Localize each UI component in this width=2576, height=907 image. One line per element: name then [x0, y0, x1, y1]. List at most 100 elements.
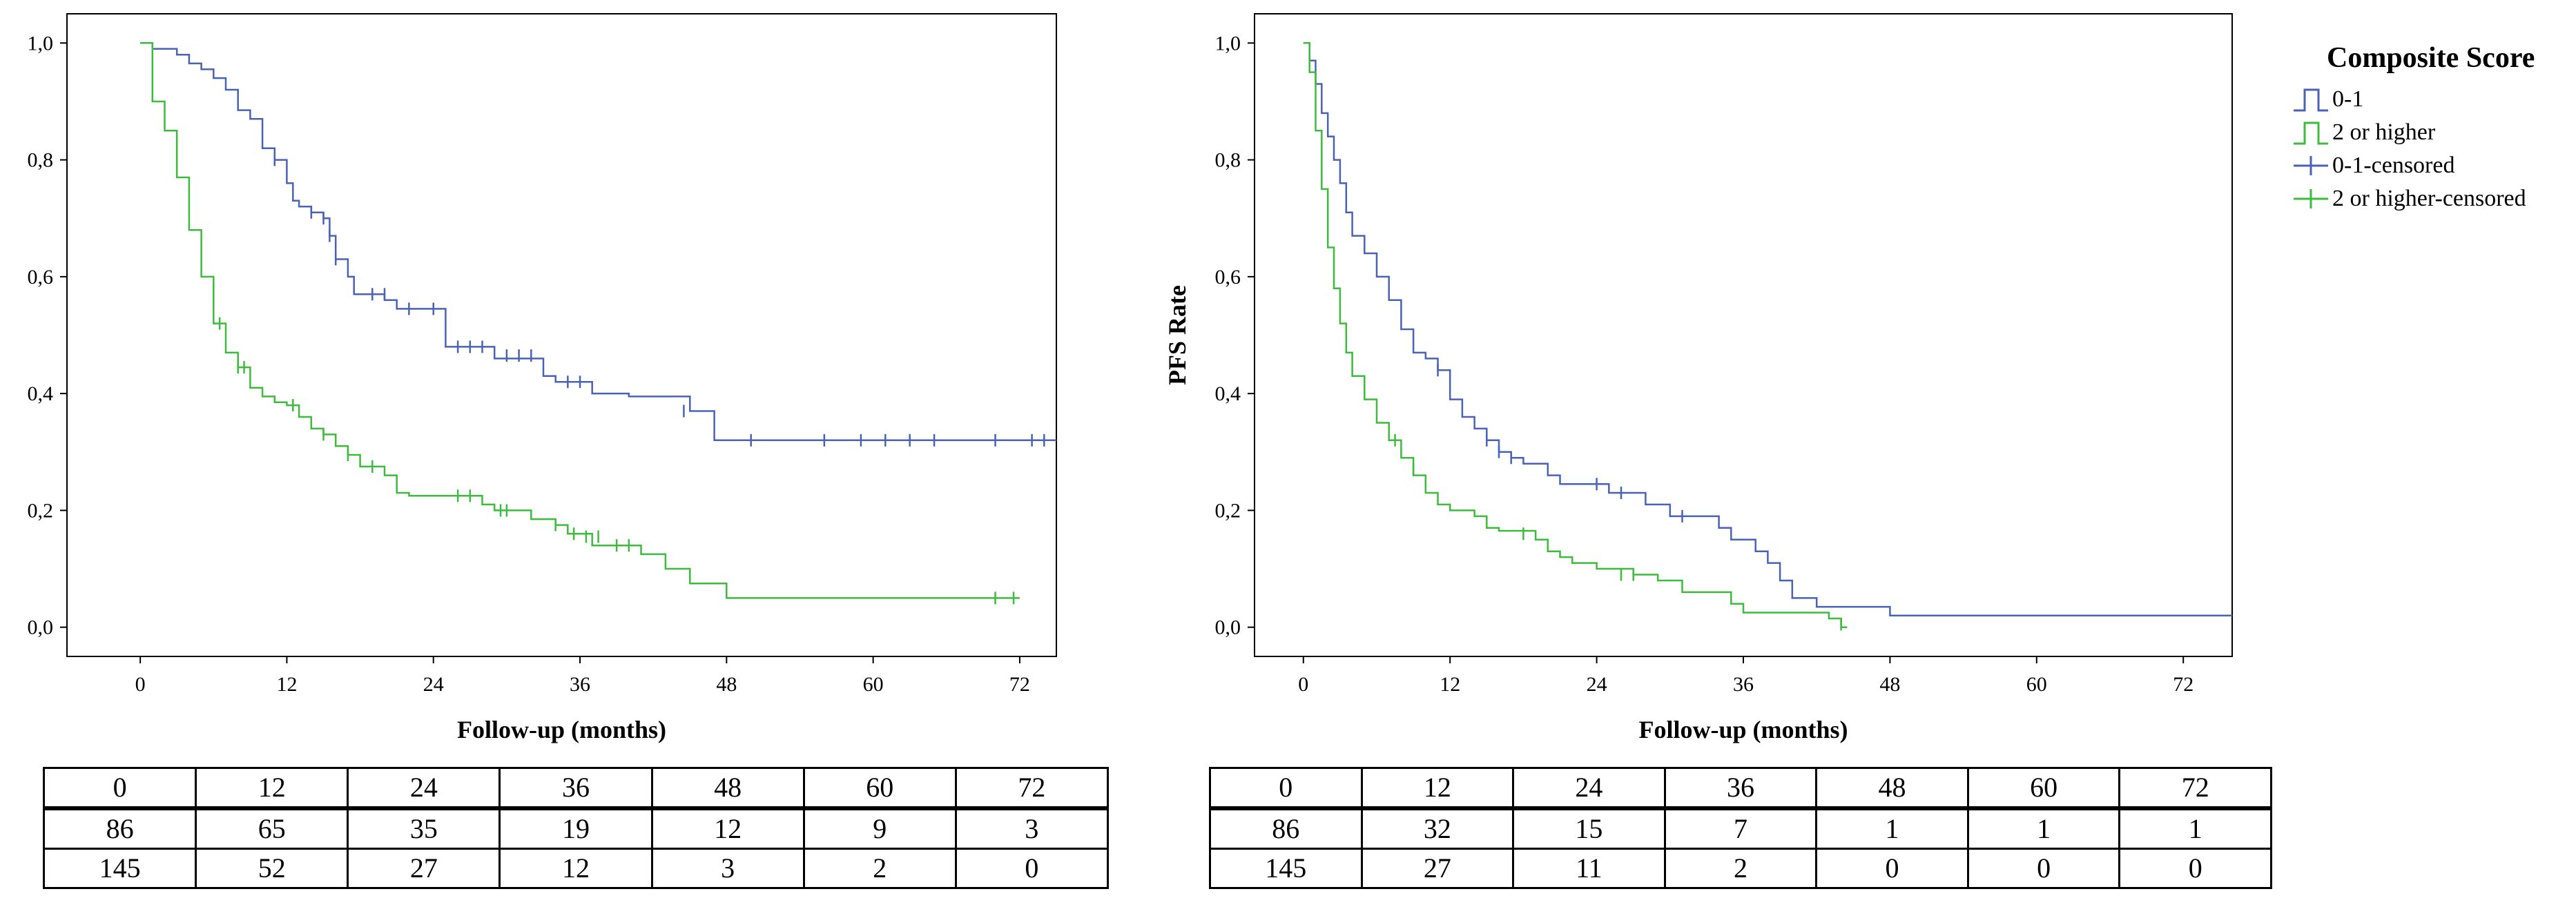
- y-tick-label: 0,0: [1215, 616, 1241, 639]
- risk-table-cell: 27: [1360, 848, 1515, 889]
- plot-frame: [1254, 13, 2233, 657]
- y-tick-label: 1,0: [1215, 32, 1241, 55]
- x-tick-label: 36: [1733, 673, 1754, 696]
- risk-table-cell: 24: [1512, 767, 1666, 810]
- y-tick-label: 0,8: [28, 149, 54, 172]
- x-tick-label: 60: [2026, 673, 2047, 696]
- y-tick-label: 1,0: [28, 32, 54, 55]
- risk-table-header-row: 0 12 24 36 48 60 72: [42, 767, 1110, 810]
- legend-item-2-or-higher-censored: 2 or higher-censored: [2292, 182, 2535, 215]
- risk-table-cell: 19: [498, 807, 653, 850]
- y-tick-label: 0,6: [1215, 266, 1241, 289]
- legend-item-2-or-higher: 2 or higher: [2292, 116, 2535, 149]
- risk-table-cell: 0: [1815, 848, 1969, 889]
- y-tick-label: 0,4: [28, 382, 54, 405]
- x-tick-label: 12: [276, 673, 297, 696]
- risk-table-cell: 36: [1663, 767, 1818, 810]
- x-tick-label: 0: [135, 673, 146, 696]
- risk-table-header-row: 0 12 24 36 48 60 72: [1209, 767, 2272, 810]
- risk-table-cell: 72: [954, 767, 1110, 810]
- legend-label: 2 or higher: [2332, 119, 2436, 145]
- x-tick-label: 24: [1587, 673, 1607, 696]
- risk-table-cell: 2: [1663, 848, 1818, 889]
- y-tick-label: 0,0: [28, 616, 54, 639]
- risk-table-cell: 12: [650, 807, 805, 850]
- censor-mark-icon: [2294, 156, 2328, 175]
- risk-table-cell: 52: [195, 848, 349, 889]
- x-tick-label: 36: [570, 673, 590, 696]
- risk-table-cell: 3: [954, 807, 1110, 850]
- km-curve-2-or-higher: [1303, 42, 1848, 628]
- risk-table-cell: 12: [195, 767, 349, 810]
- legend-label: 0-1-censored: [2332, 153, 2455, 178]
- y-tick-label: 0,2: [1215, 499, 1241, 522]
- risk-table-cell: 48: [1815, 767, 1969, 810]
- legend: Composite Score 0-1 2 or higher 0-1-cens…: [2292, 41, 2535, 215]
- risk-table-cell: 24: [347, 767, 501, 810]
- risk-table-cell: 72: [2118, 767, 2272, 810]
- y-tick-label: 0,8: [1215, 149, 1241, 172]
- risk-table-cell: 1: [1966, 807, 2121, 850]
- plot-frame: [66, 13, 1057, 657]
- y-axis-label: Survival Rate: [0, 262, 3, 408]
- y-tick-label: 0,6: [28, 266, 54, 289]
- risk-table-cell: 3: [650, 848, 805, 889]
- risk-table-cell: 35: [347, 807, 501, 850]
- x-axis-label: Follow-up (months): [1638, 716, 1848, 743]
- risk-table-cell: 12: [1360, 767, 1515, 810]
- risk-table-cell: 2: [802, 848, 957, 889]
- x-tick-label: 72: [2173, 673, 2194, 696]
- step-line-icon: [2294, 121, 2328, 145]
- x-tick-label: 0: [1298, 673, 1308, 696]
- risk-table-row: 86 32 15 7 1 1 1: [1209, 807, 2272, 850]
- risk-table-cell: 36: [498, 767, 653, 810]
- survival-chart-panel: 0 12 24 36 48 60 72 0,0 0,2 0,4 0,6 0,8 1,0 Follow-up…: [0, 13, 1057, 743]
- risk-table-cell: 65: [195, 807, 349, 850]
- risk-table-cell: 7: [1663, 807, 1818, 850]
- risk-table-cell: 0: [42, 767, 197, 810]
- legend-label: 0-1: [2332, 86, 2364, 112]
- x-tick-label: 60: [863, 673, 884, 696]
- risk-table-row: 86 65 35 19 12 9 3: [42, 807, 1110, 850]
- risk-table-cell: 60: [802, 767, 957, 810]
- x-tick-label: 12: [1440, 673, 1460, 696]
- risk-table-cell: 0: [954, 848, 1110, 889]
- risk-table-cell: 145: [1209, 848, 1363, 889]
- risk-table-row: 145 52 27 12 3 2 0: [42, 848, 1110, 889]
- x-tick-label: 48: [1879, 673, 1900, 696]
- km-curve-0-1: [1303, 42, 2232, 617]
- risk-table-cell: 11: [1512, 848, 1666, 889]
- legend-title: Composite Score: [2327, 42, 2535, 74]
- risk-table-row: 145 27 11 2 0 0 0: [1209, 848, 2272, 889]
- x-tick-label: 24: [423, 673, 444, 696]
- risk-table-cell: 0: [1966, 848, 2121, 889]
- legend-label: 2 or higher-censored: [2332, 186, 2526, 211]
- risk-table-cell: 0: [1209, 767, 1363, 810]
- legend-item-0-1: 0-1: [2292, 83, 2535, 116]
- risk-table-cell: 60: [1966, 767, 2121, 810]
- y-tick-label: 0,4: [1215, 382, 1241, 405]
- censor-mark-icon: [2294, 189, 2328, 208]
- x-tick-label: 48: [716, 673, 737, 696]
- risk-table-cell: 86: [42, 807, 197, 850]
- risk-table-cell: 0: [2118, 848, 2272, 889]
- risk-table-cell: 86: [1209, 807, 1363, 850]
- step-line-icon: [2294, 88, 2328, 112]
- risk-table-cell: 1: [1815, 807, 1969, 850]
- pfs-chart-panel: 0 12 24 36 48 60 72 0,0 0,2 0,4 0,6 0,8 1,0 Follow-up…: [1163, 13, 2233, 743]
- risk-table-pfs: 0 12 24 36 48 60 72 86 32 15 7 1 1 1 145…: [1209, 767, 2272, 889]
- y-tick-label: 0,2: [28, 499, 54, 522]
- risk-table-cell: 27: [347, 848, 501, 889]
- risk-table-survival: 0 12 24 36 48 60 72 86 65 35 19 12 9 3 1…: [42, 767, 1110, 889]
- risk-table-cell: 48: [650, 767, 805, 810]
- x-tick-label: 72: [1009, 673, 1030, 696]
- risk-table-cell: 15: [1512, 807, 1666, 850]
- risk-table-cell: 32: [1360, 807, 1515, 850]
- legend-item-0-1-censored: 0-1-censored: [2292, 149, 2535, 182]
- y-axis-label: PFS Rate: [1163, 285, 1191, 385]
- km-curve-0-1: [140, 42, 1056, 442]
- risk-table-cell: 1: [2118, 807, 2272, 850]
- risk-table-cell: 145: [42, 848, 197, 889]
- risk-table-cell: 12: [498, 848, 653, 889]
